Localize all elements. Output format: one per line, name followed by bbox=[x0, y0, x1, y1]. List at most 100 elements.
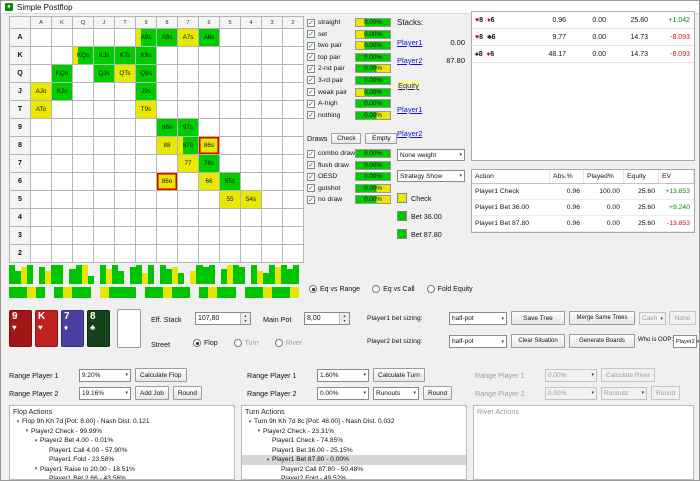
matrix-cell[interactable] bbox=[115, 209, 135, 226]
matrix-cell[interactable] bbox=[115, 155, 135, 172]
combo-row[interactable]: ♥8 ♣6 9.77 0.00 14.73 -8.093 bbox=[472, 29, 694, 46]
matrix-cell[interactable] bbox=[52, 155, 72, 172]
matrix-cell[interactable] bbox=[220, 227, 240, 244]
generate-boards-button[interactable]: Generate Boards bbox=[569, 334, 635, 348]
matrix-cell[interactable] bbox=[73, 173, 93, 190]
equity-link[interactable]: Equity bbox=[397, 81, 420, 90]
eff-stack-input[interactable]: 107,80 ▲ ▼ bbox=[195, 312, 251, 325]
checkbox-checked-icon[interactable]: ✓ bbox=[307, 111, 315, 120]
matrix-cell[interactable] bbox=[241, 65, 261, 82]
tree-expander-icon[interactable]: ▾ bbox=[16, 418, 20, 425]
combo-row[interactable]: ♠8 ♦6 48.17 0.00 14.73 -8.093 bbox=[472, 46, 694, 63]
matrix-cell[interactable] bbox=[31, 227, 51, 244]
matrix-cell[interactable] bbox=[115, 173, 135, 190]
matrix-cell[interactable] bbox=[241, 119, 261, 136]
matrix-cell[interactable] bbox=[94, 137, 114, 154]
matrix-cell[interactable] bbox=[157, 47, 177, 64]
matrix-cell[interactable] bbox=[73, 83, 93, 100]
matrix-cell-66[interactable]: 66 bbox=[199, 173, 219, 190]
oop-dropdown[interactable]: Player2 ▾ bbox=[673, 335, 699, 348]
matrix-cell[interactable] bbox=[178, 83, 198, 100]
checkbox-checked-icon[interactable]: ✓ bbox=[307, 64, 315, 73]
down-arrow-icon[interactable]: ▼ bbox=[243, 319, 248, 324]
tree-node[interactable]: ▾ Flop 9h Kh 7d [Pot: 8.00] - Nash Dist. … bbox=[10, 417, 234, 427]
matrix-cell[interactable] bbox=[94, 101, 114, 118]
matrix-cell[interactable] bbox=[199, 209, 219, 226]
tree-node[interactable]: ▾ Player2 Check - 99.99% bbox=[10, 427, 234, 437]
matrix-cell[interactable] bbox=[94, 209, 114, 226]
matrix-cell[interactable] bbox=[262, 119, 282, 136]
matrix-cell[interactable] bbox=[262, 191, 282, 208]
matrix-cell[interactable] bbox=[73, 65, 93, 82]
matrix-cell[interactable] bbox=[283, 101, 303, 118]
matrix-cell[interactable] bbox=[241, 209, 261, 226]
matrix-cell[interactable] bbox=[262, 65, 282, 82]
matrix-cell[interactable] bbox=[31, 173, 51, 190]
radio-icon[interactable] bbox=[372, 285, 381, 293]
matrix-cell[interactable] bbox=[157, 65, 177, 82]
equity-mode-option[interactable]: Eq vs Range bbox=[309, 285, 360, 293]
down-arrow-icon[interactable]: ▼ bbox=[342, 319, 347, 324]
player1-link[interactable]: Player1 bbox=[397, 105, 423, 114]
matrix-cell[interactable] bbox=[94, 155, 114, 172]
matrix-cell[interactable] bbox=[262, 101, 282, 118]
matrix-cell[interactable] bbox=[73, 209, 93, 226]
calculate-turn-button[interactable]: Calculate Turn bbox=[373, 368, 425, 382]
matrix-cell-86o[interactable]: 86o bbox=[157, 173, 177, 190]
matrix-cell[interactable] bbox=[136, 119, 156, 136]
matrix-cell[interactable] bbox=[52, 101, 72, 118]
tree-node[interactable]: Player1 Bet 36.00 - 25.15% bbox=[242, 446, 466, 456]
tree-node[interactable]: ▾ Turn 9h Kh 7d 8c [Pot: 48.00] - Nash Di… bbox=[242, 417, 466, 427]
matrix-cell[interactable] bbox=[94, 191, 114, 208]
matrix-cell[interactable] bbox=[283, 83, 303, 100]
matrix-cell[interactable] bbox=[241, 47, 261, 64]
matrix-cell[interactable] bbox=[283, 155, 303, 172]
matrix-cell[interactable] bbox=[283, 137, 303, 154]
matrix-cell[interactable] bbox=[115, 137, 135, 154]
matrix-cell-K9s[interactable]: K9s bbox=[136, 47, 156, 64]
matrix-cell[interactable] bbox=[31, 137, 51, 154]
add-job-button[interactable]: Add Job bbox=[135, 386, 169, 400]
matrix-cell[interactable] bbox=[220, 83, 240, 100]
matrix-cell[interactable] bbox=[52, 173, 72, 190]
player1-bet-sizing-dropdown[interactable]: half-pot ▾ bbox=[449, 312, 507, 325]
matrix-cell[interactable] bbox=[220, 101, 240, 118]
round-button[interactable]: Round bbox=[172, 386, 203, 400]
matrix-cell-76s[interactable]: 76s bbox=[199, 155, 219, 172]
matrix-cell[interactable] bbox=[157, 83, 177, 100]
matrix-cell[interactable] bbox=[115, 83, 135, 100]
matrix-cell[interactable] bbox=[52, 47, 72, 64]
matrix-cell[interactable] bbox=[73, 29, 93, 46]
matrix-cell[interactable] bbox=[283, 245, 303, 262]
matrix-cell[interactable] bbox=[31, 209, 51, 226]
player2-bet-sizing-dropdown[interactable]: half-pot ▾ bbox=[449, 335, 507, 348]
range-player2-percent-dropdown[interactable]: 19.16% ▾ bbox=[79, 386, 131, 400]
matrix-cell[interactable] bbox=[115, 29, 135, 46]
matrix-cell[interactable] bbox=[262, 137, 282, 154]
stepper-arrows-icon[interactable]: ▲ ▼ bbox=[339, 313, 349, 324]
matrix-cell[interactable] bbox=[52, 227, 72, 244]
matrix-cell[interactable] bbox=[31, 65, 51, 82]
matrix-cell-T9s[interactable]: T9s bbox=[136, 101, 156, 118]
matrix-cell[interactable] bbox=[157, 191, 177, 208]
matrix-cell-KJs[interactable]: KJs bbox=[94, 47, 114, 64]
matrix-cell[interactable] bbox=[283, 119, 303, 136]
matrix-cell-ATo[interactable]: ATo bbox=[31, 101, 51, 118]
matrix-cell[interactable] bbox=[94, 83, 114, 100]
matrix-cell[interactable] bbox=[73, 137, 93, 154]
matrix-cell[interactable] bbox=[283, 227, 303, 244]
matrix-cell[interactable] bbox=[178, 101, 198, 118]
matrix-cell[interactable] bbox=[178, 209, 198, 226]
matrix-cell[interactable] bbox=[94, 245, 114, 262]
matrix-cell-87s[interactable]: 87s bbox=[178, 137, 198, 154]
matrix-cell-Q9s[interactable]: Q9s bbox=[136, 65, 156, 82]
up-arrow-icon[interactable]: ▲ bbox=[243, 313, 248, 318]
matrix-cell-97s[interactable]: 97s bbox=[178, 119, 198, 136]
matrix-cell-QTs[interactable]: QTs bbox=[115, 65, 135, 82]
matrix-cell[interactable] bbox=[262, 227, 282, 244]
checkbox-checked-icon[interactable]: ✓ bbox=[307, 41, 315, 50]
action-table-row[interactable]: Player1 Bet 36.00 0.96 0.00 25.60 +9.240 bbox=[472, 200, 694, 216]
matrix-cell[interactable] bbox=[136, 227, 156, 244]
matrix-cell-A9s[interactable]: A9s bbox=[136, 29, 156, 46]
matrix-cell[interactable] bbox=[220, 29, 240, 46]
